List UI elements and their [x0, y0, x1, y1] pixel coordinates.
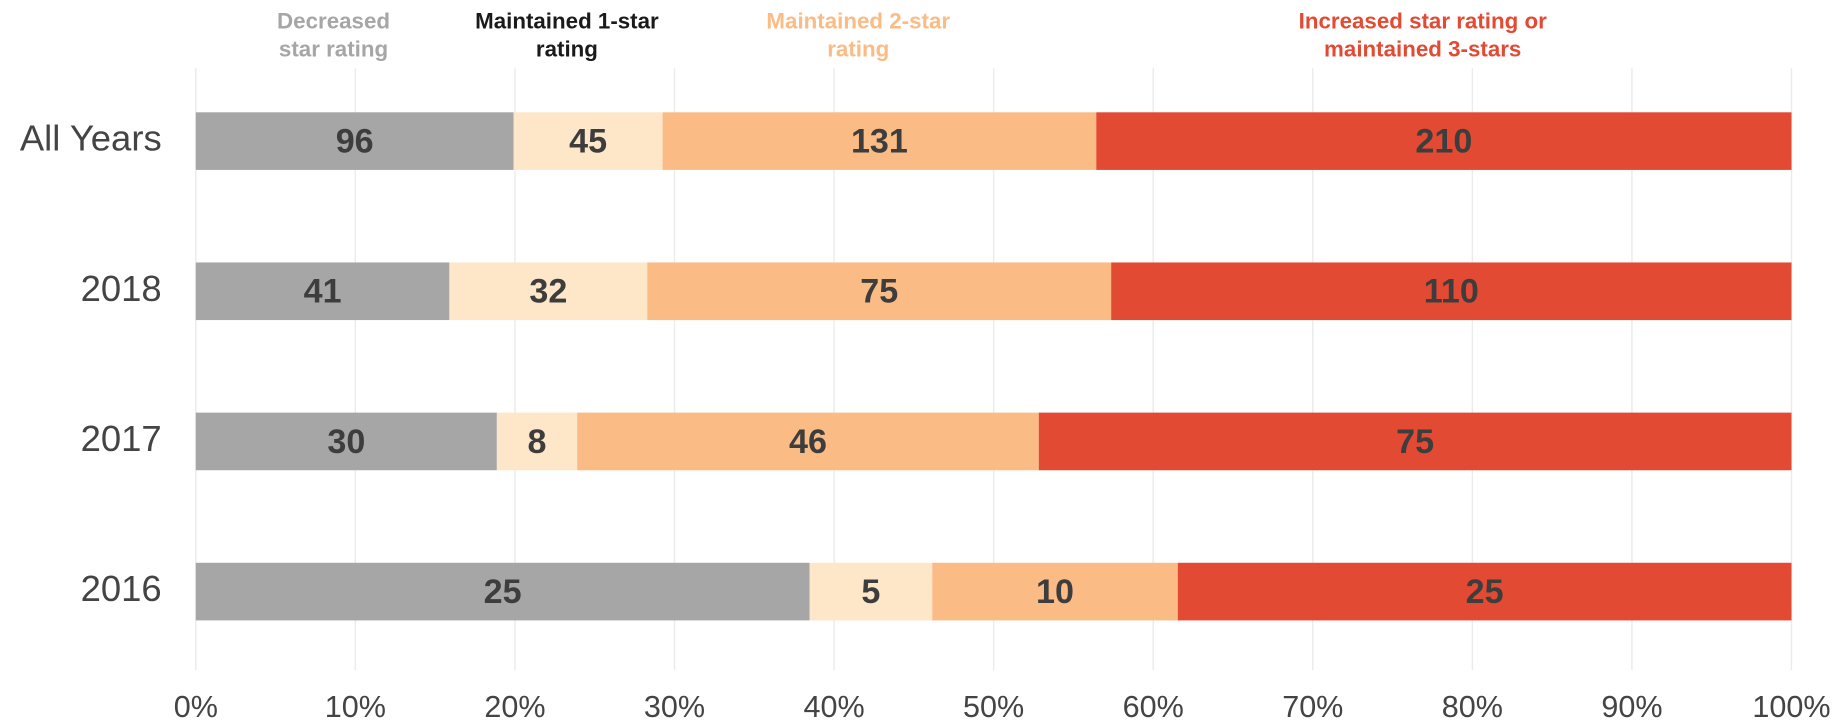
- x-tick-label: 80%: [1442, 690, 1503, 722]
- y-tick-label: 2018: [81, 268, 162, 309]
- x-tick-label: 30%: [644, 690, 705, 722]
- y-tick-label: All Years: [20, 118, 162, 159]
- bar-segment: [1096, 112, 1792, 170]
- legend-label: Maintained 1-star rating: [475, 8, 659, 61]
- x-tick-label: 100%: [1752, 690, 1830, 722]
- data-label: 131: [851, 122, 908, 160]
- x-tick-label: 50%: [963, 690, 1024, 722]
- data-label: 45: [569, 122, 607, 160]
- x-tick-label: 70%: [1282, 690, 1343, 722]
- legend-label: Increased star rating or maintained 3-sta…: [1299, 8, 1547, 61]
- data-label: 210: [1415, 122, 1472, 160]
- legend-label: Decreased star rating: [277, 8, 390, 61]
- x-tick-label: 0%: [174, 690, 218, 722]
- data-label: 25: [1466, 573, 1504, 611]
- bar-segment: [195, 412, 497, 471]
- x-tick-label: 90%: [1601, 690, 1662, 722]
- data-label: 32: [529, 273, 567, 311]
- data-label: 110: [1424, 273, 1479, 311]
- x-tick-label: 60%: [1123, 690, 1184, 722]
- y-tick-label: 2017: [81, 418, 162, 459]
- data-label: 30: [327, 423, 365, 461]
- bar-segment: [647, 262, 1112, 321]
- bar-segment: [496, 412, 578, 471]
- data-label: 75: [1396, 423, 1434, 461]
- x-tick-label: 40%: [803, 690, 864, 722]
- data-label: 75: [860, 273, 898, 311]
- legend-label: Maintained 2-star rating: [766, 8, 950, 61]
- data-label: 96: [336, 122, 374, 160]
- x-tick-label: 20%: [484, 690, 545, 722]
- data-label: 8: [528, 423, 547, 461]
- bar-segment: [513, 112, 663, 170]
- bar-segment: [195, 262, 450, 321]
- bar-segment: [1038, 412, 1792, 471]
- data-label: 46: [789, 423, 827, 461]
- bar-segment: [449, 262, 648, 321]
- data-label: 41: [304, 273, 342, 311]
- y-tick-label: 2016: [81, 568, 162, 609]
- bar-segment: [1111, 262, 1792, 321]
- bar-segment: [195, 112, 514, 170]
- x-tick-label: 10%: [325, 690, 386, 722]
- bar-segment: [1177, 562, 1792, 621]
- bar-segment: [932, 562, 1178, 621]
- bar-segment: [577, 412, 1039, 471]
- data-label: 25: [484, 573, 522, 611]
- bar-segment: [195, 562, 810, 621]
- data-label: 10: [1036, 573, 1074, 611]
- data-label: 5: [861, 573, 880, 611]
- bar-segment: [662, 112, 1097, 170]
- bar-segment: [809, 562, 933, 621]
